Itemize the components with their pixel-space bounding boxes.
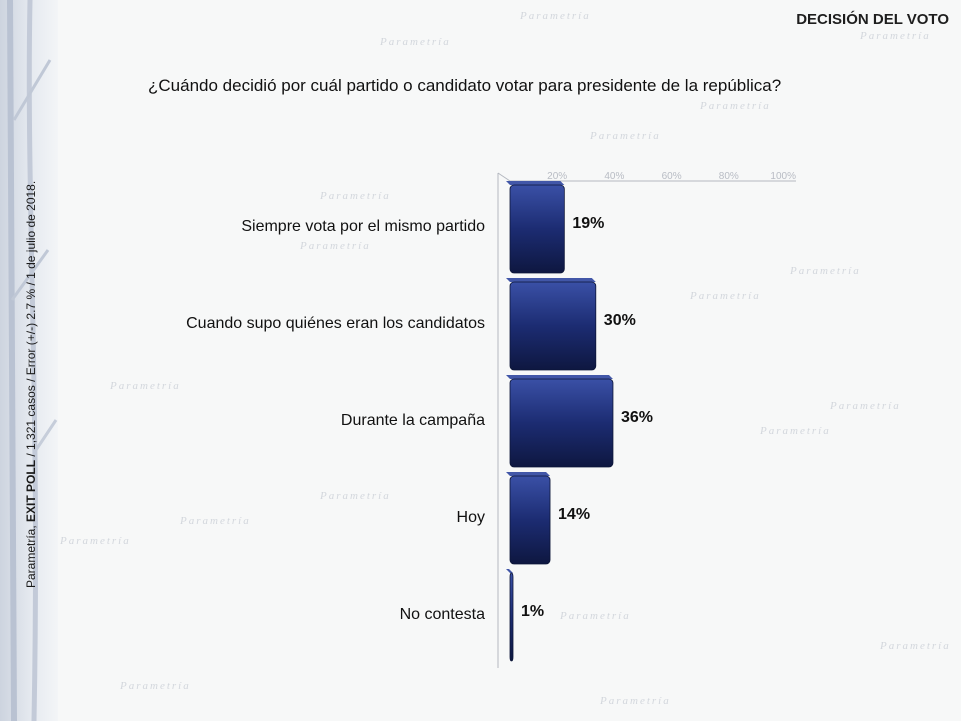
- category-label: Cuando supo quiénes eran los candidatos: [186, 315, 485, 332]
- watermark-text: Parametría: [590, 130, 661, 142]
- bar-front-face: [509, 378, 614, 468]
- bar: [506, 375, 614, 468]
- watermark-text: Parametría: [860, 30, 931, 42]
- watermark-text: Parametría: [600, 695, 671, 707]
- watermark-text: Parametría: [60, 535, 131, 547]
- watermark-text: Parametría: [700, 100, 771, 112]
- watermark-text: Parametría: [880, 640, 951, 652]
- bar-value-label: 19%: [572, 215, 605, 232]
- x-tick-label: 60%: [662, 171, 682, 182]
- watermark-text: Parametría: [320, 190, 391, 202]
- bar: [506, 278, 597, 371]
- bar: [506, 569, 514, 662]
- side-band-branches: [7, 0, 58, 721]
- bar-top-face: [506, 181, 565, 185]
- watermark-text: Parametría: [520, 10, 591, 22]
- watermark-text: Parametría: [690, 290, 761, 302]
- bar-top-face: [506, 569, 513, 573]
- watermark-text: Parametría: [380, 36, 451, 48]
- watermark-text: Parametría: [320, 490, 391, 502]
- bar-top-face: [506, 472, 551, 476]
- bar: [506, 181, 565, 274]
- x-tick-label: 80%: [719, 171, 739, 182]
- watermark-text: Parametría: [180, 515, 251, 527]
- bar-value-label: 30%: [603, 312, 636, 329]
- chart-question: ¿Cuándo decidió por cuál partido o candi…: [148, 76, 782, 95]
- x-tick-label: 100%: [770, 171, 796, 182]
- bar-value-label: 14%: [558, 506, 591, 523]
- x-tick-label: 40%: [604, 171, 624, 182]
- watermark-text: Parametría: [300, 240, 371, 252]
- decorative-side-band: [0, 0, 58, 721]
- bar-value-label: 36%: [620, 409, 653, 426]
- bar: [506, 472, 551, 565]
- category-label: Hoy: [456, 509, 485, 526]
- bar-front-face: [509, 281, 597, 371]
- watermark-text: Parametría: [120, 680, 191, 692]
- watermark-text: Parametría: [760, 425, 831, 437]
- category-label: Siempre vota por el mismo partido: [241, 218, 485, 235]
- section-title: DECISIÓN DEL VOTO: [796, 11, 949, 28]
- bar-front-face: [509, 184, 565, 274]
- bar-front-face: [509, 475, 551, 565]
- bar-top-face: [506, 278, 596, 282]
- x-tick-label: 20%: [547, 171, 567, 182]
- bar-value-label: 1%: [521, 603, 545, 620]
- bar-top-face: [506, 375, 613, 379]
- watermark-text: Parametría: [830, 400, 901, 412]
- watermark-text: Parametría: [110, 380, 181, 392]
- watermark-text: Parametría: [560, 610, 631, 622]
- axis-wall: [497, 172, 511, 668]
- chart-bars: [506, 181, 614, 662]
- category-label: No contesta: [399, 606, 485, 623]
- category-label: Durante la campaña: [340, 412, 485, 429]
- watermark-text: Parametría: [790, 265, 861, 277]
- bar-front-face: [509, 572, 514, 662]
